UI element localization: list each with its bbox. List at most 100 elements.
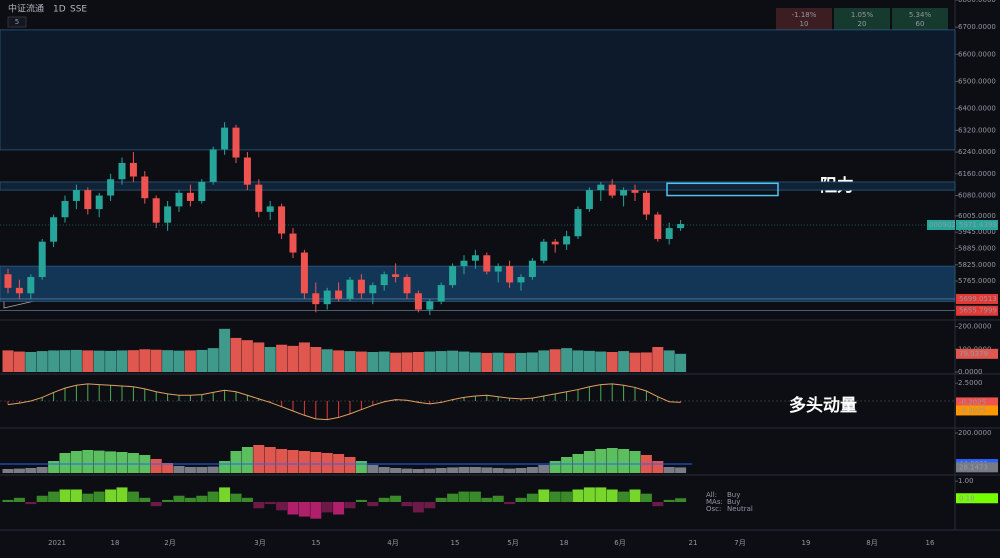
y-tick-label: 5765.0000: [958, 277, 996, 285]
rating-bar: [25, 502, 37, 505]
rating-bar: [469, 491, 481, 502]
candle-body: [186, 192, 194, 201]
candle-body: [574, 209, 582, 237]
candle-body: [221, 127, 229, 150]
volume-bar: [173, 350, 185, 372]
rating-bar: [276, 502, 288, 511]
volume-bar: [184, 350, 196, 372]
volume-bar: [492, 352, 504, 372]
rating-bar: [458, 491, 470, 502]
volume-bar: [515, 352, 527, 372]
rating-bar: [595, 487, 607, 502]
candle-body: [460, 260, 468, 267]
hist-bar: [70, 451, 82, 473]
x-tick-label: 5月: [507, 539, 518, 547]
hist-bar: [595, 449, 607, 473]
candle-body: [494, 266, 502, 272]
badge[interactable]: [7, 16, 27, 28]
candle-body: [506, 266, 514, 283]
x-tick-label: 3月: [254, 539, 265, 547]
legend-value: Neutral: [727, 505, 753, 513]
hist-bar: [481, 467, 493, 473]
volume-bar: [458, 351, 470, 372]
value-tag-text: 5971.4399: [959, 221, 997, 229]
rating-bar: [652, 502, 664, 507]
rating-bar: [526, 493, 538, 502]
volume-bar: [378, 351, 390, 372]
volume-bar: [652, 347, 664, 372]
y-tick-label: 6400.0000: [958, 105, 996, 113]
hist-bar: [504, 468, 516, 473]
perf-cell: [776, 8, 832, 31]
candle-body: [540, 241, 548, 261]
x-tick-label: 7月: [734, 539, 745, 547]
rating-bar: [435, 497, 447, 502]
perf-value: 1.05%: [851, 11, 874, 19]
legend-value: Buy: [727, 498, 740, 506]
candle-body: [517, 276, 525, 283]
x-tick-label: 15: [312, 539, 321, 547]
candle-body: [608, 184, 616, 196]
zone: [0, 181, 956, 191]
rating-bar: [298, 502, 310, 517]
volume-bar: [241, 340, 253, 372]
volume-bar: [538, 350, 550, 372]
value-tag-text: 5655.7999: [959, 307, 997, 315]
volume-bar: [583, 350, 595, 372]
hist-bar: [401, 468, 413, 473]
hist-bar: [424, 468, 436, 473]
volume-bar: [344, 351, 356, 372]
x-tick-label: 2021: [48, 539, 66, 547]
volume-bar: [82, 350, 94, 372]
rating-bar: [264, 502, 276, 505]
hist-bar: [127, 453, 139, 473]
volume-bar: [629, 352, 641, 372]
hist-bar: [162, 463, 174, 473]
hist-bar: [663, 467, 675, 473]
hist-bar: [287, 450, 299, 473]
hist-bar: [390, 468, 402, 473]
candle-body: [266, 206, 274, 212]
volume-bar: [355, 351, 367, 372]
hist-bar: [264, 447, 276, 473]
x-tick-label: 2月: [164, 539, 175, 547]
volume-bar: [640, 352, 652, 372]
hist-bar: [652, 461, 664, 473]
candle-body: [551, 241, 559, 245]
value-tag-text: -0.2025: [959, 398, 986, 406]
hist-bar: [116, 452, 128, 473]
volume-bar: [367, 352, 379, 372]
y-tick-label: 200.0000: [958, 323, 991, 331]
rating-bar: [70, 489, 82, 502]
volume-bar: [298, 342, 310, 372]
volume-bar: [196, 349, 208, 372]
candle-body: [631, 190, 639, 193]
y-tick-label: 6005.0000: [958, 212, 996, 220]
value-tag-text: 28.1473: [959, 463, 988, 471]
volume-bar: [481, 352, 493, 372]
volume-bar: [526, 352, 538, 372]
resistance-box: [666, 182, 779, 197]
volume-bar: [93, 350, 105, 372]
candle-body: [335, 290, 343, 299]
candle-body: [665, 228, 673, 239]
value-tag: [956, 397, 998, 408]
hist-bar: [241, 447, 253, 473]
x-tick-label: 18: [111, 539, 120, 547]
rating-bar: [618, 491, 630, 502]
rating-bar: [447, 493, 459, 502]
rating-bar: [173, 495, 185, 502]
volume-bar: [287, 345, 299, 372]
rating-bar: [2, 499, 14, 502]
zone: [0, 265, 956, 302]
volume-bar: [253, 342, 265, 372]
legend-key: Osc:: [706, 505, 721, 513]
candle-body: [118, 162, 126, 180]
candle-body: [677, 224, 685, 229]
volume-bar: [116, 350, 128, 372]
last-code-tag: [927, 220, 955, 231]
candle-body: [369, 285, 377, 294]
candle-body: [323, 290, 331, 305]
hist-bar: [469, 467, 481, 473]
badge-text: 5: [15, 18, 19, 26]
